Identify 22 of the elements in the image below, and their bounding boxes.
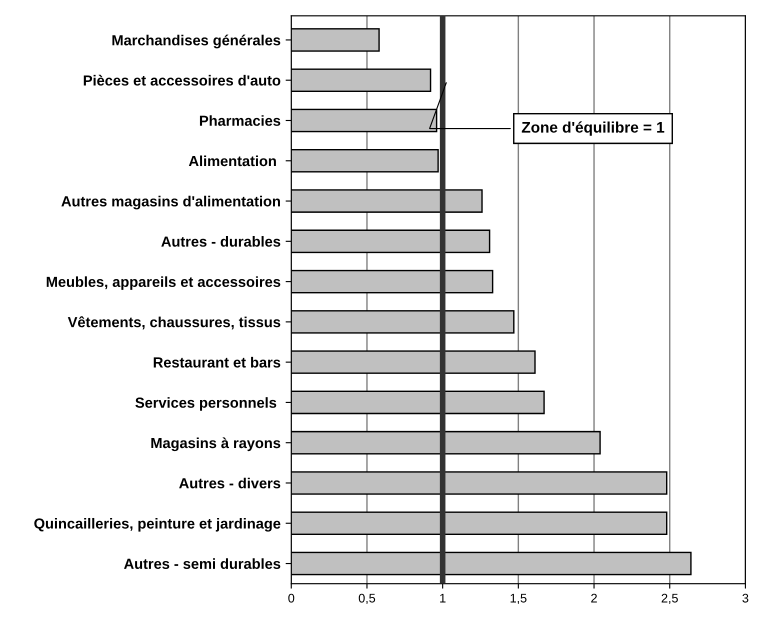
y-tick-label: Quincailleries, peinture et jardinage [34,518,280,532]
x-tick-label: 0 [288,594,294,603]
y-tick-label: Autres magasins d'alimentation [61,196,280,210]
x-tick-label: 2 [591,594,597,602]
y-tick-label: Alimentation [188,155,276,166]
ref-line-label: Zone d'équilibre = 1 [522,121,664,136]
y-tick-label: Vêtements, chaussures, tissus [68,316,280,330]
x-tick-label: 3 [742,594,748,603]
y-tick-label: Pièces et accessoires d'auto [84,74,280,86]
y-tick-label: Autres - durables [161,236,280,247]
x-tick-label: 1,5 [510,594,527,604]
y-tick-label: Pharmacies [200,115,280,126]
x-tick-label: 0,5 [358,594,376,604]
y-tick-label: Autres - divers [179,478,280,488]
y-tick-label: Autres - semi durables [124,558,280,569]
y-tick-label: Meubles, appareils et accessoires [46,276,280,290]
x-tick-label: 2,5 [662,594,678,604]
y-tick-label: Magasins à rayons [151,437,280,452]
y-tick-label: Marchandises générales [112,34,280,48]
y-tick-label: Restaurant et bars [154,356,280,368]
y-tick-label: Services personnels [135,397,276,411]
x-tick-label: 1 [440,594,446,602]
